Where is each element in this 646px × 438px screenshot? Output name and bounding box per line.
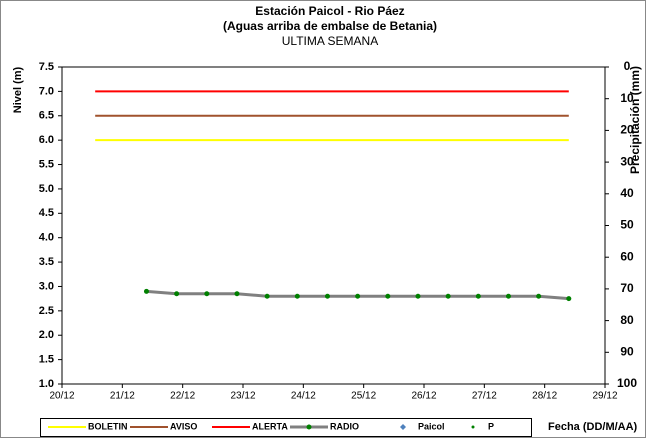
x-tick-label: 20/12 (49, 391, 74, 402)
point (415, 293, 421, 299)
x-tick-label: 28/12 (532, 391, 557, 402)
y-tick-label: 5.5 (39, 158, 54, 170)
x-tick-label: 23/12 (230, 391, 255, 402)
legend-swatch (306, 424, 312, 430)
point (294, 293, 300, 299)
y2-tick-label: 100 (617, 376, 637, 390)
point (174, 291, 180, 297)
y2-tick-label: 60 (620, 249, 634, 263)
point (204, 291, 210, 297)
point (385, 293, 391, 299)
x-tick-label: 22/12 (170, 391, 195, 402)
chart-subtitle: ULTIMA SEMANA (282, 34, 378, 48)
y-axis-label: Nivel (m) (12, 66, 24, 113)
point (264, 293, 270, 299)
point (445, 293, 451, 299)
y-tick-label: 1.5 (39, 354, 54, 366)
x-tick-label: 27/12 (472, 391, 497, 402)
point (475, 293, 481, 299)
y2-axis-label: Precipitación (mm) (628, 66, 642, 174)
point (355, 293, 361, 299)
y2-tick-label: 10 (620, 91, 634, 105)
x-axis-label: Fecha (DD/M/AA) (548, 421, 638, 433)
legend-label: BOLETIN (88, 421, 128, 431)
chart-title: Estación Paicol - Rio Páez (255, 4, 404, 18)
x-tick-label: 26/12 (411, 391, 436, 402)
point (143, 288, 149, 294)
chart-subtitle: (Aguas arriba de embalse de Betania) (223, 19, 437, 33)
y2-tick-label: 80 (620, 313, 634, 327)
y-tick-label: 1.0 (39, 378, 54, 390)
legend-label: RADIO (330, 421, 359, 431)
point (234, 291, 240, 297)
y-tick-label: 5.0 (39, 183, 54, 195)
x-tick-label: 25/12 (351, 391, 376, 402)
y-tick-label: 4.5 (39, 207, 54, 219)
y2-tick-label: 30 (620, 154, 634, 168)
y2-tick-label: 40 (620, 186, 634, 200)
x-tick-label: 21/12 (110, 391, 135, 402)
point (536, 293, 542, 299)
point (324, 293, 330, 299)
y-tick-label: 2.0 (39, 329, 54, 341)
point (566, 296, 572, 302)
y-tick-label: 4.0 (39, 232, 54, 244)
legend-swatch (400, 424, 406, 430)
y-tick-label: 6.5 (39, 110, 54, 122)
x-tick-label: 24/12 (291, 391, 316, 402)
legend-label: Paicol (418, 421, 445, 431)
y-tick-label: 7.5 (39, 61, 54, 73)
legend-label: P (488, 421, 494, 431)
y2-tick-label: 0 (624, 59, 631, 73)
y2-tick-label: 90 (620, 344, 634, 358)
y2-tick-label: 50 (620, 218, 634, 232)
legend-swatch (471, 425, 475, 429)
legend-label: AVISO (170, 421, 197, 431)
y-tick-label: 7.0 (39, 85, 54, 97)
legend (40, 418, 532, 437)
y-tick-label: 3.5 (39, 256, 54, 268)
y2-tick-label: 70 (620, 281, 634, 295)
y-tick-label: 3.0 (39, 280, 54, 292)
point (505, 293, 511, 299)
legend-label: ALERTA (252, 421, 288, 431)
y2-tick-label: 20 (620, 123, 634, 137)
y-tick-label: 2.5 (39, 305, 54, 317)
x-tick-label: 29/12 (592, 391, 617, 402)
y-tick-label: 6.0 (39, 134, 54, 146)
